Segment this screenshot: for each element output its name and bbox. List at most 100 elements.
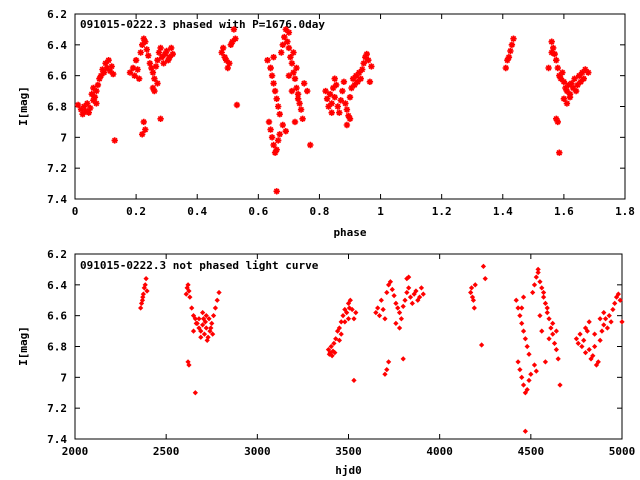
data-point — [528, 371, 534, 377]
data-point — [382, 371, 388, 377]
data-point — [531, 282, 538, 288]
data-point — [566, 94, 574, 101]
data-point — [190, 328, 197, 334]
x-tick-label: 2500 — [153, 445, 180, 458]
data-point — [522, 336, 528, 342]
data-point — [276, 111, 283, 118]
data-point — [539, 285, 545, 291]
x-tick-label: 0.8 — [310, 205, 330, 218]
data-point — [140, 118, 147, 126]
data-point — [595, 359, 601, 365]
data-point — [207, 328, 213, 334]
data-point — [581, 337, 587, 343]
data-point — [157, 115, 164, 122]
data-point — [288, 87, 296, 95]
data-point — [210, 331, 216, 337]
data-point — [551, 340, 558, 347]
data-point — [216, 289, 222, 296]
data-point — [577, 78, 584, 85]
data-point — [229, 38, 236, 45]
x-tick-label: 4500 — [518, 445, 545, 458]
data-point — [198, 328, 204, 334]
data-point — [193, 320, 199, 326]
data-point — [81, 103, 88, 110]
data-point — [519, 305, 525, 311]
y-tick-label: 6.2 — [47, 248, 67, 261]
data-point — [226, 60, 233, 67]
data-point — [163, 47, 170, 55]
data-point — [560, 95, 568, 102]
data-point — [517, 367, 523, 373]
data-point — [351, 377, 357, 384]
data-point — [387, 279, 394, 285]
y-tick-label: 6.6 — [47, 310, 67, 323]
data-point — [102, 60, 109, 67]
data-point — [351, 81, 358, 89]
y-tick-label: 7.4 — [47, 193, 67, 206]
data-point — [418, 285, 425, 291]
data-point — [556, 149, 563, 156]
data-point — [158, 54, 166, 61]
data-point — [471, 305, 477, 311]
data-point — [613, 294, 620, 300]
data-point — [285, 72, 293, 79]
data-point — [294, 95, 302, 102]
data-point — [513, 297, 519, 303]
data-point — [330, 84, 337, 92]
data-point — [505, 54, 513, 61]
data-point — [297, 106, 305, 113]
data-point — [608, 319, 614, 325]
data-point — [183, 291, 189, 297]
data-point — [409, 300, 415, 306]
data-point — [571, 75, 578, 82]
data-point — [343, 106, 351, 113]
data-point — [200, 322, 206, 328]
data-point — [584, 328, 590, 334]
data-point — [606, 313, 612, 319]
data-point — [268, 72, 276, 79]
data-point — [519, 320, 525, 326]
data-point — [301, 80, 308, 87]
data-point — [329, 353, 335, 359]
x-tick-label: 2000 — [62, 445, 89, 458]
data-point — [468, 285, 475, 291]
data-point — [579, 69, 586, 76]
data-point — [553, 328, 559, 334]
data-point — [535, 269, 541, 276]
data-point — [340, 313, 346, 319]
data-point — [136, 75, 143, 82]
data-point — [273, 188, 280, 195]
x-tick-label: 0.4 — [187, 205, 207, 218]
data-point — [340, 78, 348, 85]
data-point — [353, 309, 359, 316]
x-tick-label: 3000 — [244, 445, 271, 458]
data-point — [548, 49, 555, 56]
data-point — [597, 337, 603, 343]
data-point — [557, 382, 563, 388]
data-point — [265, 118, 273, 126]
x-tick-label: 5000 — [609, 445, 636, 458]
data-point — [325, 346, 332, 353]
data-point — [515, 359, 521, 365]
data-point — [332, 350, 338, 356]
data-point — [480, 263, 487, 269]
y-tick-label: 7.4 — [47, 433, 67, 446]
data-point — [336, 109, 343, 116]
data-point — [563, 100, 571, 107]
y-tick-label: 7.2 — [47, 402, 67, 415]
x-tick-label: 0 — [72, 205, 79, 218]
data-point — [139, 41, 146, 48]
data-point — [533, 274, 539, 280]
data-point — [342, 100, 349, 107]
data-point — [138, 300, 145, 306]
phased-light-curve-panel: 0 0.2 0.4 0.6 0.8 1 1.2 1.4 1.6 1.8 6.2 6.4 6.6 6.8 7 7… — [17, 8, 635, 239]
x-tick-label: 4000 — [426, 445, 453, 458]
data-point — [323, 95, 331, 102]
data-point — [391, 293, 397, 299]
data-point — [287, 54, 294, 61]
y-tick-label: 6.6 — [47, 70, 67, 83]
data-point — [212, 305, 219, 311]
data-point — [590, 353, 596, 359]
data-point — [384, 367, 390, 373]
